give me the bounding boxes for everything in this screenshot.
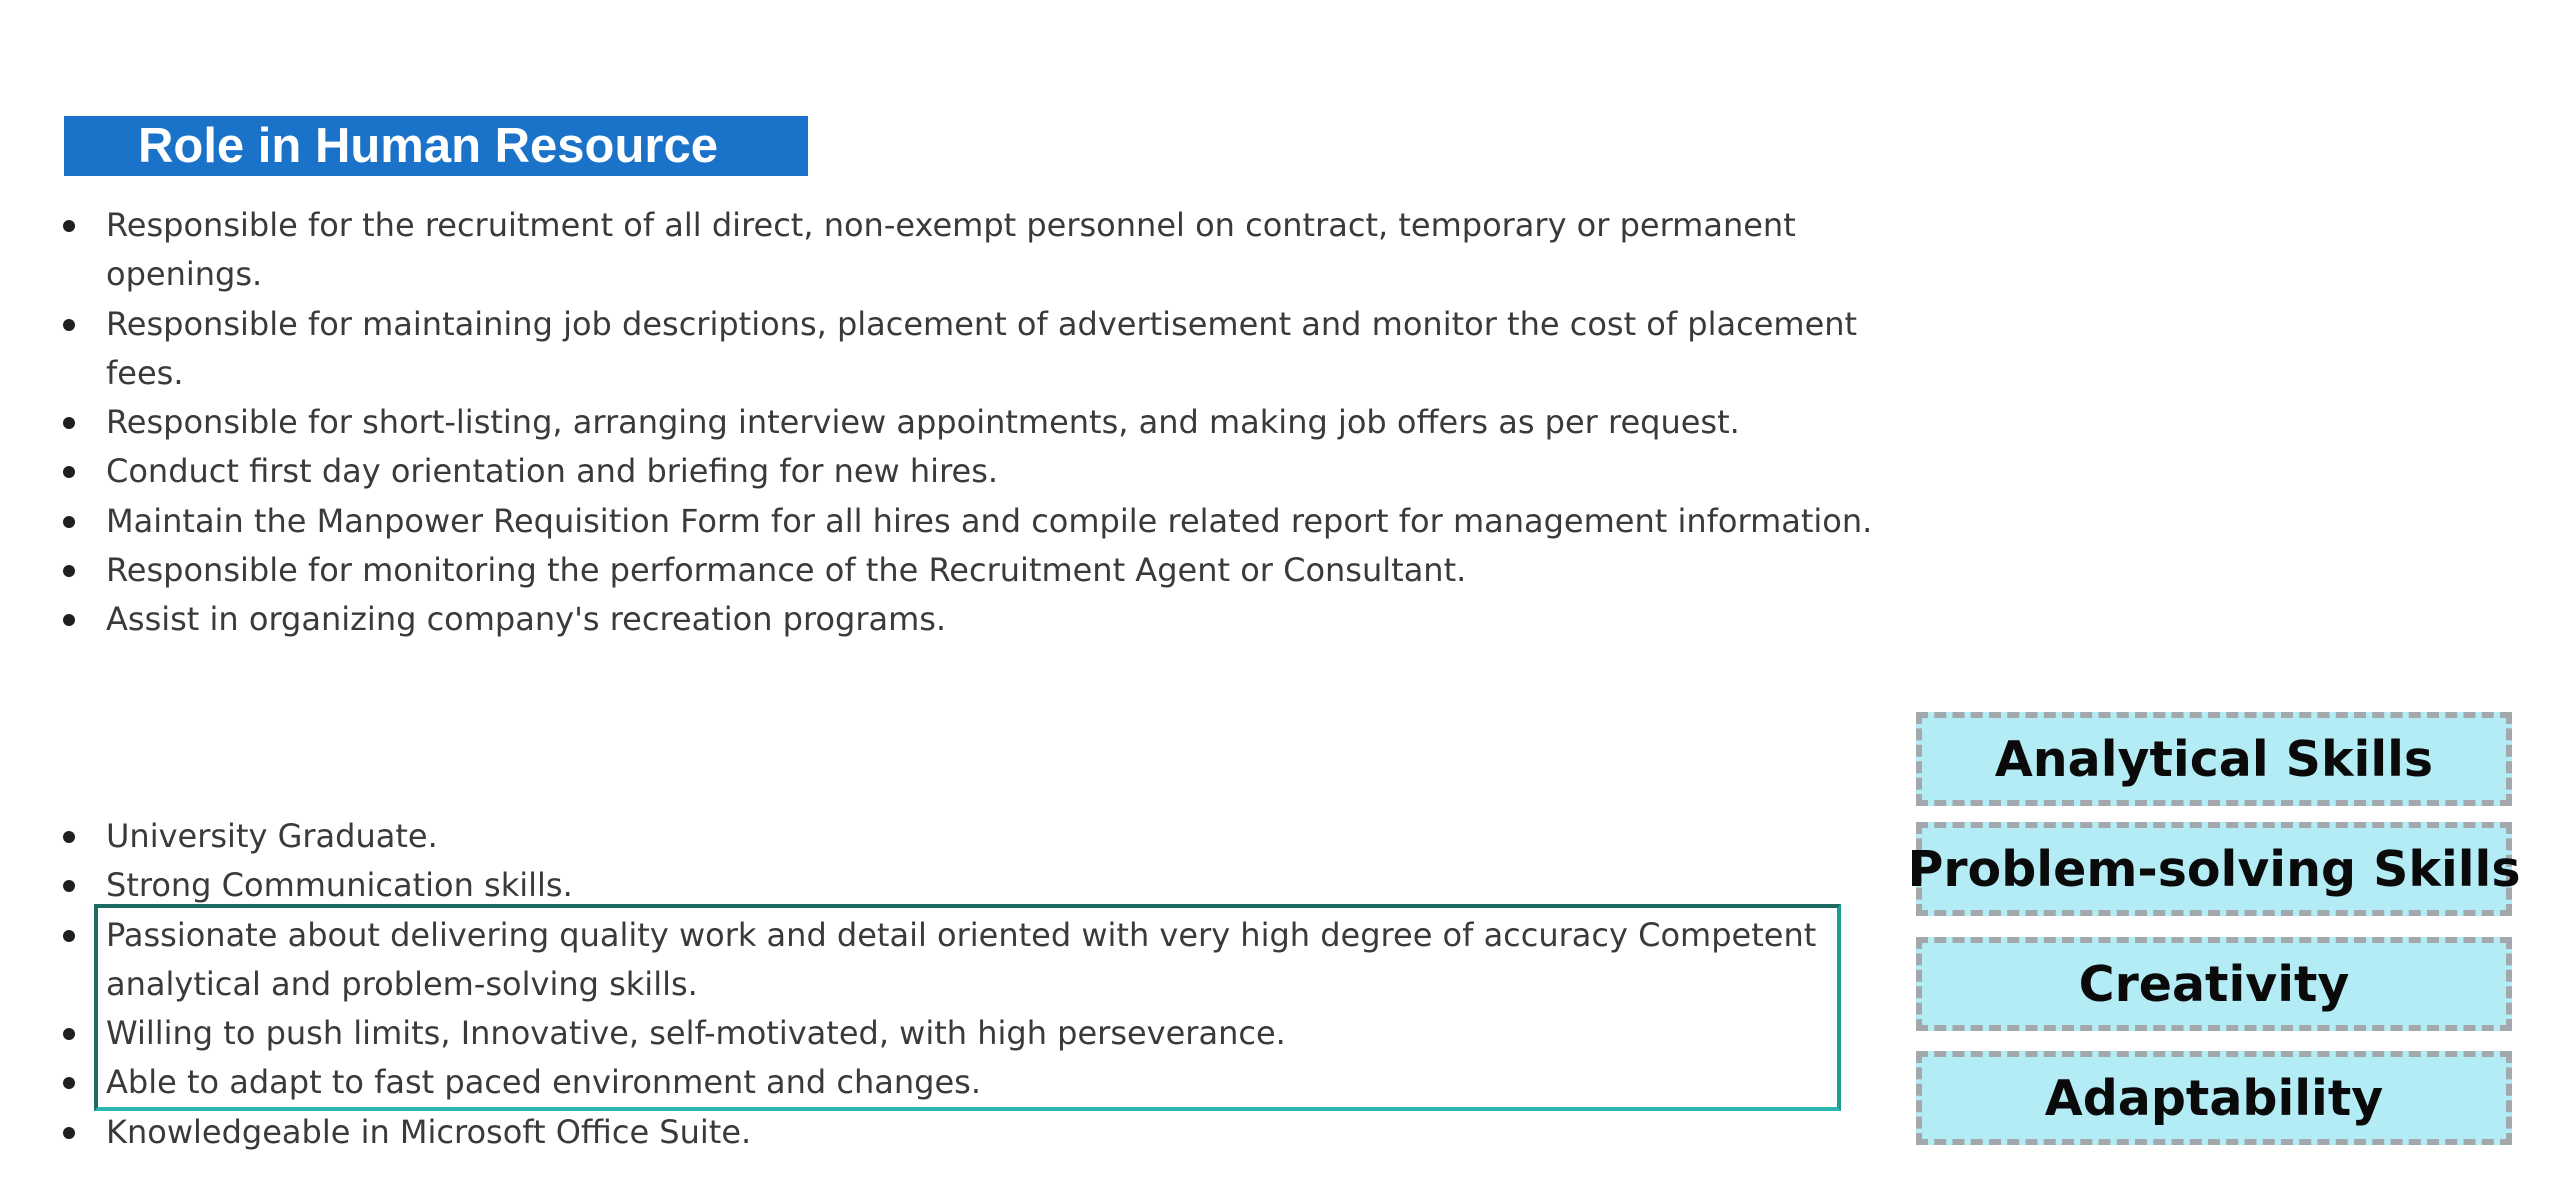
bullet-icon <box>63 831 75 843</box>
list-item-text: Willing to push limits, Innovative, self… <box>106 1014 1286 1053</box>
list-item-text: Strong Communication skills. <box>106 866 573 905</box>
skill-label: Creativity <box>2078 955 2350 1013</box>
bullet-icon <box>63 1126 75 1139</box>
list-item: Responsible for short-listing, arranging… <box>0 398 1900 447</box>
list-item: Responsible for monitoring the performan… <box>0 546 1900 595</box>
list-item: Responsible for maintaining job descript… <box>0 300 1900 399</box>
list-item: Assist in organizing company's recreatio… <box>0 595 1900 644</box>
bullet-icon <box>63 614 75 627</box>
bullet-icon <box>63 1077 75 1090</box>
skill-box-analytical: Analytical Skills <box>1916 712 2512 806</box>
list-item: Strong Communication skills. <box>0 861 1850 910</box>
list-item-text: Responsible for monitoring the performan… <box>106 551 1467 590</box>
bullet-icon <box>63 417 75 430</box>
skill-label: Problem-solving Skills <box>1907 840 2521 898</box>
qualification-list: University Graduate. Strong Communicatio… <box>0 812 1850 1157</box>
list-item-text: Conduct first day orientation and briefi… <box>106 452 999 491</box>
list-item: Able to adapt to fast paced environment … <box>0 1058 1850 1107</box>
bullet-icon <box>63 318 75 331</box>
skill-box-creativity: Creativity <box>1916 937 2512 1031</box>
bullet-icon <box>63 1028 75 1041</box>
list-item-text: Able to adapt to fast paced environment … <box>106 1063 982 1102</box>
list-item-text: Responsible for the recruitment of all d… <box>106 206 1796 294</box>
bullet-icon <box>63 220 75 232</box>
section-title: Role in Human Resource <box>138 119 718 173</box>
list-item-text: University Graduate. <box>106 817 438 855</box>
list-item-text: Responsible for maintaining job descript… <box>106 304 1858 392</box>
skill-label: Analytical Skills <box>1994 730 2434 788</box>
list-item: Responsible for the recruitment of all d… <box>0 201 1900 300</box>
skill-box-problem-solving: Problem-solving Skills <box>1907 822 2521 916</box>
skill-label: Adaptability <box>2044 1069 2384 1127</box>
list-item-text: Knowledgeable in Microsoft Office Suite. <box>106 1112 752 1151</box>
bullet-icon <box>63 515 75 528</box>
role-list: Responsible for the recruitment of all d… <box>0 201 1900 645</box>
section-banner: Role in Human Resource <box>64 116 808 176</box>
bullet-icon <box>63 929 75 942</box>
bullet-icon <box>63 565 75 578</box>
list-item: University Graduate. <box>0 812 1850 861</box>
list-item: Maintain the Manpower Requisition Form f… <box>0 497 1900 546</box>
list-item-text: Maintain the Manpower Requisition Form f… <box>106 501 1873 540</box>
list-item-text: Responsible for short-listing, arranging… <box>106 403 1740 442</box>
bullet-icon <box>63 466 75 479</box>
list-item-text: Assist in organizing company's recreatio… <box>106 600 947 639</box>
list-item-text: Passionate about delivering quality work… <box>106 915 1817 1003</box>
skill-box-adaptability: Adaptability <box>1916 1051 2512 1145</box>
list-item: Conduct first day orientation and briefi… <box>0 447 1900 496</box>
bullet-icon <box>63 880 75 893</box>
list-item: Knowledgeable in Microsoft Office Suite. <box>0 1108 1850 1157</box>
list-item: Passionate about delivering quality work… <box>0 911 1850 1010</box>
list-item: Willing to push limits, Innovative, self… <box>0 1009 1850 1058</box>
